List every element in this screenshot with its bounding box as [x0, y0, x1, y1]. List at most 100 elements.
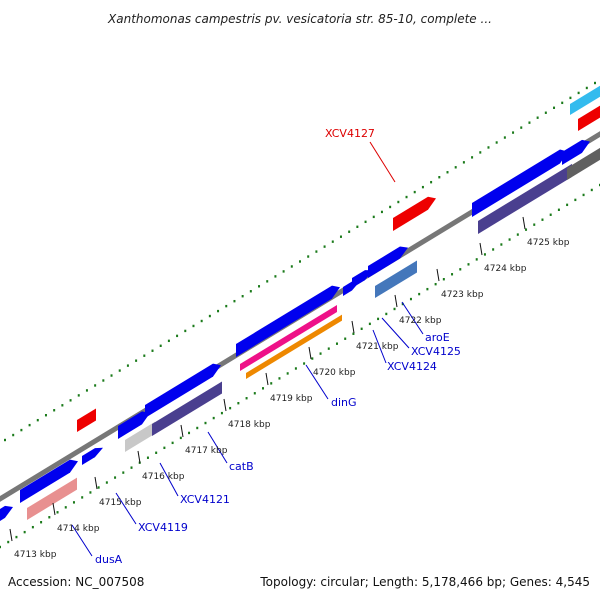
upper-track-dot — [266, 280, 269, 283]
upper-track-dot — [241, 295, 244, 298]
lower-track-dot — [155, 451, 158, 454]
reverse-gene-steel — [375, 260, 417, 298]
upper-track-dot — [339, 235, 342, 238]
upper-track-dot — [28, 423, 31, 427]
lower-track-dot — [533, 223, 536, 226]
scale-tick-label: 4720 kbp — [313, 368, 356, 378]
scale-tick-label: 4719 kbp — [270, 394, 313, 404]
upper-track-dot — [421, 185, 424, 189]
reverse-gene-pink — [27, 477, 77, 520]
scale-tick-mark — [223, 398, 227, 412]
upper-track-dot — [454, 166, 457, 169]
upper-track-dot — [577, 91, 580, 95]
upper-track-dot — [389, 205, 392, 209]
forward-gene-small — [352, 270, 373, 288]
lower-track-dot — [574, 198, 577, 202]
upper-track-dot — [143, 354, 146, 357]
scale-tick-mark — [180, 424, 184, 438]
forward-gene-small — [82, 447, 103, 465]
upper-track-dot — [192, 324, 195, 328]
lower-track-dot — [426, 287, 429, 291]
reverse-gene — [152, 381, 222, 436]
lower-track-dot — [262, 387, 265, 390]
upper-track-dot — [397, 200, 400, 204]
lower-track-dot — [483, 253, 486, 256]
lower-track-dot — [541, 218, 544, 221]
gene-features — [0, 85, 600, 521]
upper-track-dot — [94, 384, 97, 387]
upper-track-dot — [585, 86, 588, 90]
lower-track-dot — [56, 511, 59, 514]
upper-track-dot — [249, 290, 252, 293]
lower-track-dot — [566, 203, 569, 207]
lower-track-dot — [188, 431, 191, 435]
upper-track-dot — [20, 428, 23, 432]
upper-track-dot — [503, 136, 506, 139]
gene-label-xcv4119: XCV4119 — [138, 521, 188, 534]
lower-track-dot — [294, 367, 297, 370]
highlight-gene — [393, 196, 436, 231]
lower-track-dot — [105, 481, 108, 484]
upper-track-dot — [4, 438, 6, 442]
scale-tick-label: 4722 kbp — [399, 316, 442, 326]
lower-track-dot — [245, 397, 248, 400]
lower-track-dot — [114, 476, 117, 479]
upper-track-dot — [307, 255, 310, 258]
upper-track-dot — [36, 418, 39, 422]
lower-track-dot — [278, 377, 281, 380]
lower-track-dot — [72, 501, 75, 504]
map-title: Xanthomonas campestris pv. vesicatoria s… — [107, 12, 492, 26]
scale-tick-mark — [9, 528, 13, 542]
lower-track-dot — [549, 213, 552, 216]
reverse-gene-magenta — [240, 305, 337, 371]
upper-track-dot — [528, 121, 531, 124]
upper-track-dot — [315, 250, 318, 253]
upper-track-dot — [200, 319, 203, 323]
lower-track-dot — [434, 282, 437, 286]
upper-track-dot — [446, 171, 449, 174]
scale-tick-label: 4725 kbp — [527, 238, 570, 248]
lower-track-dot — [319, 352, 322, 355]
lower-track-dot — [179, 436, 182, 440]
reverse-gene — [478, 163, 572, 234]
leader-line — [369, 141, 396, 183]
lower-track-dot — [327, 347, 330, 350]
lower-track-dot — [442, 278, 445, 281]
forward-gene — [0, 505, 13, 521]
lower-track-dot — [451, 273, 454, 276]
lower-track-dot — [377, 317, 380, 321]
lower-track-dot — [360, 327, 363, 331]
scale-tick-label: 4716 kbp — [142, 472, 185, 482]
forward-gene — [368, 246, 408, 278]
leader-line — [71, 524, 93, 557]
lower-track-dot — [163, 446, 166, 450]
upper-track-dot — [495, 141, 498, 144]
upper-track-dot — [471, 156, 474, 159]
lower-track-dot — [557, 208, 560, 211]
scale-tick-mark — [94, 476, 98, 490]
scale-tick-mark — [436, 268, 440, 282]
lower-track-dot — [500, 243, 503, 246]
lower-track-dot — [212, 416, 215, 420]
forward-gene — [472, 149, 568, 217]
upper-track-dot — [372, 215, 375, 219]
lower-track-dot — [171, 441, 174, 445]
lower-track-dot — [196, 426, 199, 430]
upper-track-dot — [413, 190, 416, 194]
lower-track-dot — [393, 307, 396, 311]
forward-gene — [20, 459, 78, 503]
reverse-gene-orange — [246, 314, 342, 379]
upper-track-dot — [561, 101, 564, 105]
scale-tick-mark — [351, 320, 355, 334]
leader-line — [401, 301, 424, 335]
lower-track-dot — [64, 506, 67, 509]
lower-track-dot — [31, 525, 34, 529]
label-leader-lines — [71, 141, 424, 557]
upper-track-dot — [110, 374, 113, 377]
upper-track-dot — [184, 329, 187, 333]
highlight-gene — [578, 105, 600, 131]
gene-label-xcv4125: XCV4125 — [411, 345, 461, 358]
scale-tick-label: 4715 kbp — [99, 498, 142, 508]
upper-track-dot — [44, 414, 47, 417]
gene-label-dusa: dusA — [95, 553, 123, 566]
